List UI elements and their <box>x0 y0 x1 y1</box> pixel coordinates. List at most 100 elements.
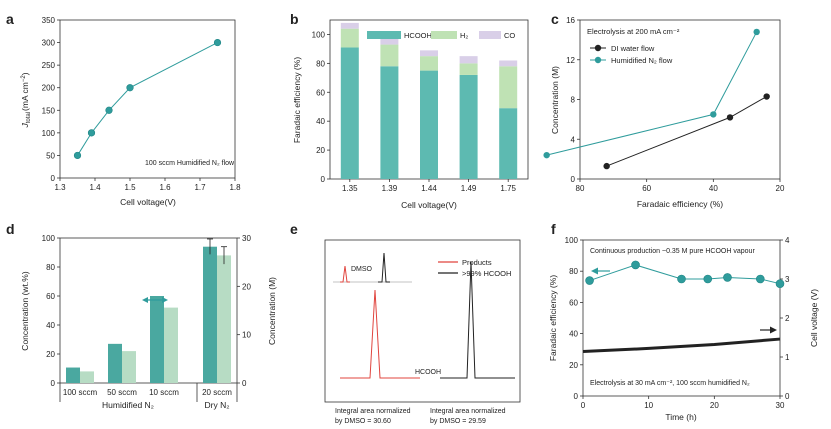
d-bar-wt <box>217 255 231 383</box>
b-ytick-label: 20 <box>316 146 325 155</box>
d-right-ytick-label: 10 <box>242 331 251 340</box>
c-ytick-label: 0 <box>571 175 576 184</box>
c-xtick-label: 60 <box>642 184 651 193</box>
a-ytick-label: 100 <box>42 129 56 138</box>
d-left-ytick-label: 20 <box>46 350 55 359</box>
panel-c-title: Electrolysis at 200 mA cm⁻² <box>587 27 680 36</box>
a-xtick-label: 1.3 <box>54 183 66 192</box>
panel-c-ylabel: Concentration (M) <box>550 66 560 134</box>
b-bar-co <box>420 50 438 57</box>
c-series-humid-point <box>710 111 717 118</box>
panel-c-xlabel: Faradaic efficiency (%) <box>637 199 723 209</box>
a-data-point <box>213 38 222 47</box>
a-xtick-label: 1.6 <box>159 183 171 192</box>
f-fe-point <box>723 273 732 282</box>
hcooh-peak-label: HCOOH <box>415 369 441 376</box>
b-xtick-label: 1.75 <box>500 184 516 193</box>
panel-f-frame <box>582 239 781 397</box>
b-ytick-label: 0 <box>321 175 326 184</box>
a-data-point <box>105 106 113 114</box>
f-fe-point <box>775 279 785 288</box>
panel-c-letter: c <box>551 11 559 27</box>
c-xtick-label: 20 <box>776 184 785 193</box>
f-fe-point <box>677 274 686 284</box>
a-ytick-label: 150 <box>42 106 56 115</box>
panel-a-ylabel: Jtotal(mA cm−2) <box>20 72 32 128</box>
arrow-left-head <box>142 297 148 303</box>
a-xtick-label: 1.4 <box>89 183 101 192</box>
b-ytick-label: 60 <box>316 88 325 97</box>
d-bar-molar <box>66 367 80 383</box>
panel-e-frame <box>324 239 521 403</box>
f-left-ytick-label: 0 <box>574 392 579 401</box>
d-bar-molar <box>150 296 164 383</box>
b-bar-h2 <box>459 63 478 75</box>
b-bar-hcooh <box>340 47 359 179</box>
f-xtick-label: 10 <box>644 401 653 410</box>
f-right-ytick-label: 4 <box>785 236 790 245</box>
b-bar-hcooh <box>420 70 438 179</box>
legend-swatch-hcooh <box>367 31 401 39</box>
c-ytick-label: 12 <box>566 56 575 65</box>
legend-label-hcooh: HCOOH <box>404 31 432 40</box>
panel-a-frame <box>59 19 236 179</box>
f-xtick-label: 20 <box>710 401 719 410</box>
c-ytick-label: 4 <box>571 135 576 144</box>
panel-f-arrow-right <box>760 326 777 334</box>
legend-label-reference: >99% HCOOH <box>462 269 511 278</box>
panel-b-legend: HCOOH H₂ CO <box>367 31 515 40</box>
a-ytick-label: 300 <box>42 39 56 48</box>
panel-a-annotation: 100 sccm Humidified N₂ flow <box>145 160 235 167</box>
group-label-humidified: Humidified N₂ <box>102 400 154 410</box>
a-xtick-label: 1.7 <box>194 183 206 192</box>
f-fe-point <box>703 274 713 284</box>
panel-a-letter: a <box>6 11 14 27</box>
c-series-di-line <box>606 96 767 167</box>
d-left-ytick-label: 60 <box>46 292 55 301</box>
inset-dmso-label: DMSO <box>351 266 373 273</box>
panel-d-ylabel-left: Concentration (wt.%) <box>20 271 30 351</box>
a-ytick-label: 50 <box>46 151 55 160</box>
f-fe-point <box>585 276 594 285</box>
panel-e-letter: e <box>290 221 298 237</box>
c-ytick-label: 16 <box>566 16 575 25</box>
panel-d-frame <box>59 237 238 384</box>
d-right-ytick-label: 0 <box>242 379 247 388</box>
legend-label-humid: Humidified N₂ flow <box>611 56 673 65</box>
d-category-label: 50 sccm <box>107 388 137 397</box>
f-fe-point <box>755 274 765 284</box>
b-xtick-label: 1.44 <box>421 184 437 193</box>
f-right-ytick-label: 1 <box>785 353 790 362</box>
panel-f-annotation: Electrolysis at 30 mA cm⁻², 100 sccm hum… <box>590 380 750 387</box>
f-right-ytick-label: 2 <box>785 314 790 323</box>
b-bar-h2 <box>499 66 518 109</box>
f-left-ytick-label: 20 <box>569 361 578 370</box>
legend-swatch-h2 <box>431 31 457 39</box>
f-left-ytick-label: 60 <box>569 298 578 307</box>
caption-reference-line2: by DMSO = 29.59 <box>430 418 486 425</box>
b-bar-h2 <box>340 28 359 48</box>
panel-d-ylabel-right: Concentration (M) <box>267 277 277 345</box>
panel-f-ylabel-left: Faradaic efficiency (%) <box>548 275 558 361</box>
a-data-point <box>73 151 82 160</box>
c-series-di-point <box>603 162 610 170</box>
panel-b: b 0 20 40 60 80 100 1.35 1.39 1.44 1.49 1.75 HCOOH… <box>290 11 529 210</box>
arrow-right-head <box>162 297 168 303</box>
f-right-ytick-label: 3 <box>785 275 790 284</box>
panel-a: a 1.3 1.4 1.5 1.6 1.7 1.8 0 50 100 150 200 250 300 35… <box>6 11 241 207</box>
reference-hcooh-peak <box>440 261 515 379</box>
d-bar-molar <box>108 343 122 383</box>
f-fe-point <box>631 260 640 270</box>
d-category-label: 20 sccm <box>202 388 232 397</box>
panel-a-xlabel: Cell voltage(V) <box>120 197 176 207</box>
panel-f-arrow-left <box>591 267 610 275</box>
a-ytick-label: 250 <box>42 61 56 70</box>
f-left-ytick-label: 100 <box>565 236 579 245</box>
b-bar-h2 <box>380 44 399 67</box>
d-left-ytick-label: 40 <box>46 321 55 330</box>
panel-f-xlabel: Time (h) <box>665 412 696 422</box>
panel-c: c 80 60 40 20 0 4 8 12 16 Electrolysis at 200 mA… <box>543 11 785 209</box>
a-xtick-label: 1.8 <box>229 183 241 192</box>
arrow-voltage-head <box>770 326 777 334</box>
